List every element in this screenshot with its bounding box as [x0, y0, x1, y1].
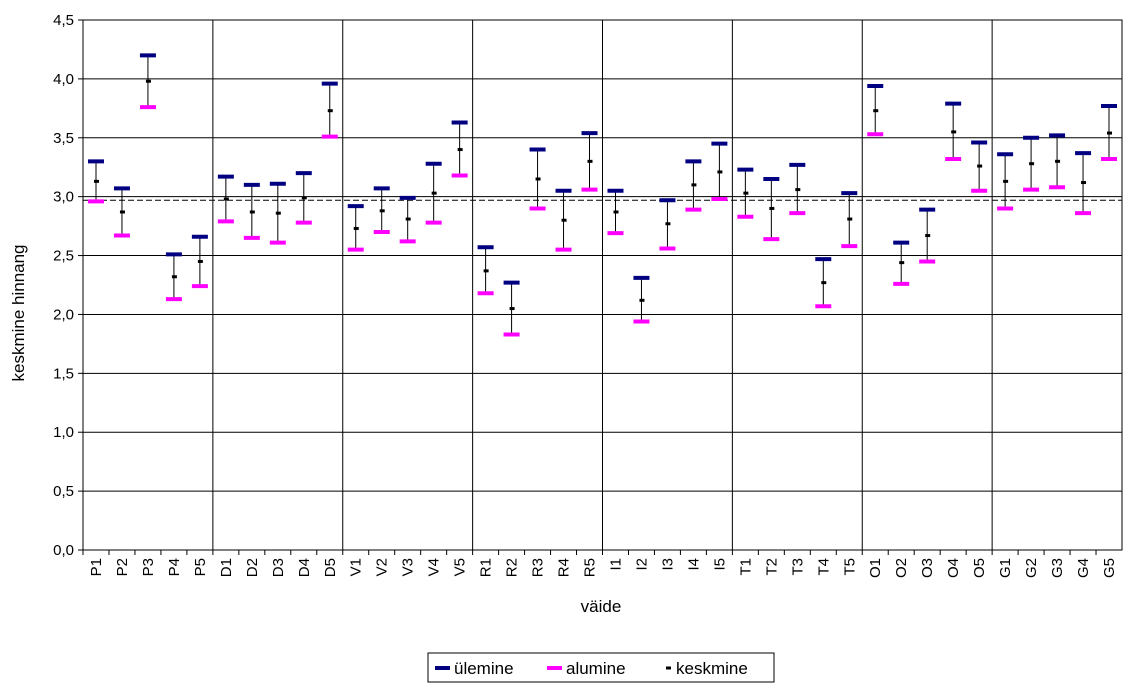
legend-label: keskmine — [676, 659, 748, 678]
x-tick-label: R1 — [478, 558, 495, 577]
x-tick-label: I5 — [711, 558, 728, 571]
x-tick-label: T2 — [763, 558, 780, 576]
x-tick-label: T1 — [737, 558, 754, 576]
legend-label: alumine — [566, 659, 626, 678]
x-tick-label: R2 — [504, 558, 521, 577]
x-tick-label: G4 — [1075, 558, 1092, 578]
x-tick-label: G1 — [997, 558, 1014, 578]
x-tick-label: I4 — [685, 558, 702, 571]
error-bars — [87, 53, 1118, 337]
x-tick-label: T4 — [815, 558, 832, 576]
x-tick-label: I2 — [633, 558, 650, 571]
y-tick-label: 0,5 — [53, 483, 74, 500]
y-tick-label: 1,0 — [53, 424, 74, 441]
x-tick-label: P4 — [166, 558, 183, 576]
x-tick-label: O2 — [893, 558, 910, 578]
x-tick-label: P1 — [88, 558, 105, 576]
x-tick-label: G3 — [1049, 558, 1066, 578]
x-tick-label: R5 — [582, 558, 599, 577]
x-tick-label: O3 — [919, 558, 936, 578]
y-tick-labels: 0,0 0,5 1,0 1,5 2,0 2,5 3,0 3,5 4,0 4,5 — [53, 12, 74, 559]
grid-layer — [78, 19, 1123, 555]
x-tick-label: D5 — [322, 558, 339, 577]
y-tick-label: 3,5 — [53, 130, 74, 147]
x-tick-label: V1 — [348, 558, 365, 576]
y-tick-label: 3,0 — [53, 189, 74, 206]
y-tick-label: 1,5 — [53, 365, 74, 382]
x-tick-label: G2 — [1023, 558, 1040, 578]
x-tick-label: T5 — [841, 558, 858, 576]
x-tick-label: R3 — [530, 558, 547, 577]
x-tick-label: O4 — [945, 558, 962, 578]
x-axis-title: väide — [581, 597, 622, 616]
x-tick-label: V5 — [452, 558, 469, 576]
x-tick-label: I1 — [607, 558, 624, 571]
x-tick-label: P2 — [114, 558, 131, 576]
x-tick-label: T3 — [789, 558, 806, 576]
x-tick-label: O5 — [971, 558, 988, 578]
y-tick-label: 0,0 — [53, 542, 74, 559]
y-tick-label: 2,0 — [53, 306, 74, 323]
x-tick-label: V2 — [374, 558, 391, 576]
x-tick-label: V3 — [400, 558, 417, 576]
y-tick-label: 2,5 — [53, 248, 74, 265]
x-tick-label: D3 — [270, 558, 287, 577]
y-axis-title: keskmine hinnang — [9, 244, 28, 381]
y-tick-label: 4,5 — [53, 12, 74, 29]
x-tick-label: O1 — [867, 558, 884, 578]
legend: ülemine alumine keskmine — [427, 652, 775, 683]
x-tick-label: R4 — [556, 558, 573, 577]
legend-box — [427, 652, 775, 683]
x-tick-label: D4 — [296, 558, 313, 577]
x-tick-label: I3 — [659, 558, 676, 571]
x-tick-label: P5 — [192, 558, 209, 576]
x-tick-label: D2 — [244, 558, 261, 577]
y-tick-label: 4,0 — [53, 71, 74, 88]
x-tick-label: P3 — [140, 558, 157, 576]
legend-label: ülemine — [454, 659, 514, 678]
x-tick-label: V4 — [426, 558, 443, 576]
x-tick-label: D1 — [218, 558, 235, 577]
x-tick-labels: P1 P2 P3 P4 P5 D1 D2 D3 D4 D5 V1 V2 V3 V4 V5 R1 R2 R3 R4 R5… — [88, 558, 1118, 578]
x-tick-label: G5 — [1101, 558, 1118, 578]
